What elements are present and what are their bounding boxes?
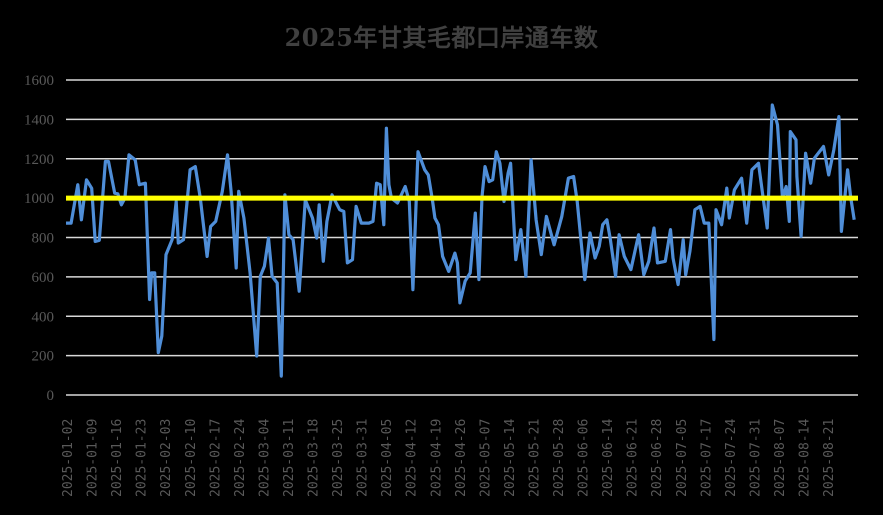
- x-tick-label: 2025-08-21: [822, 419, 837, 497]
- x-tick-label: 2025-07-17: [699, 419, 714, 497]
- x-tick-label: 2025-05-28: [552, 419, 567, 497]
- x-tick-label: 2025-02-03: [159, 419, 174, 497]
- x-tick-label: 2025-03-18: [307, 419, 322, 497]
- chart-title: 2025年甘其毛都口岸通车数: [284, 23, 599, 52]
- y-tick-label: 0: [47, 388, 55, 404]
- x-tick-label: 2025-04-26: [454, 419, 469, 497]
- x-axis-ticks: 2025-01-02 2025-01-09 2025-01-16 2025-01-23…: [61, 419, 837, 497]
- x-tick-label: 2025-07-31: [748, 419, 763, 497]
- y-tick-label: 1400: [24, 112, 54, 128]
- x-tick-label: 2025-01-16: [110, 419, 125, 497]
- x-tick-label: 2025-06-28: [650, 419, 665, 497]
- x-tick-label: 2025-07-24: [724, 419, 739, 497]
- y-tick-label: 200: [32, 349, 55, 365]
- x-tick-label: 2025-05-07: [478, 419, 493, 497]
- y-tick-label: 600: [32, 270, 55, 286]
- x-tick-label: 2025-06-21: [626, 419, 641, 497]
- x-tick-label: 2025-04-05: [380, 419, 395, 497]
- x-tick-label: 2025-07-05: [675, 419, 690, 497]
- x-tick-label: 2025-01-09: [86, 419, 101, 497]
- y-axis-ticks: 0 200 400 600 800 1000 1200 1400 1600: [24, 73, 54, 404]
- x-tick-label: 2025-06-06: [577, 419, 592, 497]
- y-tick-label: 1600: [24, 73, 54, 89]
- x-tick-label: 2025-01-23: [135, 419, 150, 497]
- x-tick-label: 2025-04-19: [429, 419, 444, 497]
- x-tick-label: 2025-05-21: [527, 419, 542, 497]
- x-tick-label: 2025-02-17: [208, 419, 223, 497]
- y-tick-label: 400: [32, 309, 55, 325]
- x-tick-label: 2025-03-25: [331, 419, 346, 497]
- y-tick-label: 800: [32, 231, 55, 247]
- x-tick-label: 2025-02-24: [233, 419, 248, 497]
- x-tick-label: 2025-03-31: [356, 419, 371, 497]
- y-tick-label: 1000: [24, 191, 54, 207]
- y-tick-label: 1200: [24, 152, 54, 168]
- x-tick-label: 2025-08-07: [773, 419, 788, 497]
- x-tick-label: 2025-03-11: [282, 419, 297, 497]
- x-tick-label: 2025-03-04: [257, 419, 272, 497]
- x-tick-label: 2025-01-02: [61, 419, 76, 497]
- x-tick-label: 2025-08-14: [798, 419, 813, 497]
- x-tick-label: 2025-02-10: [184, 419, 199, 497]
- x-tick-label: 2025-06-14: [601, 419, 616, 497]
- x-tick-label: 2025-05-14: [503, 419, 518, 497]
- x-tick-label: 2025-04-12: [405, 419, 420, 497]
- series-line: [66, 103, 856, 378]
